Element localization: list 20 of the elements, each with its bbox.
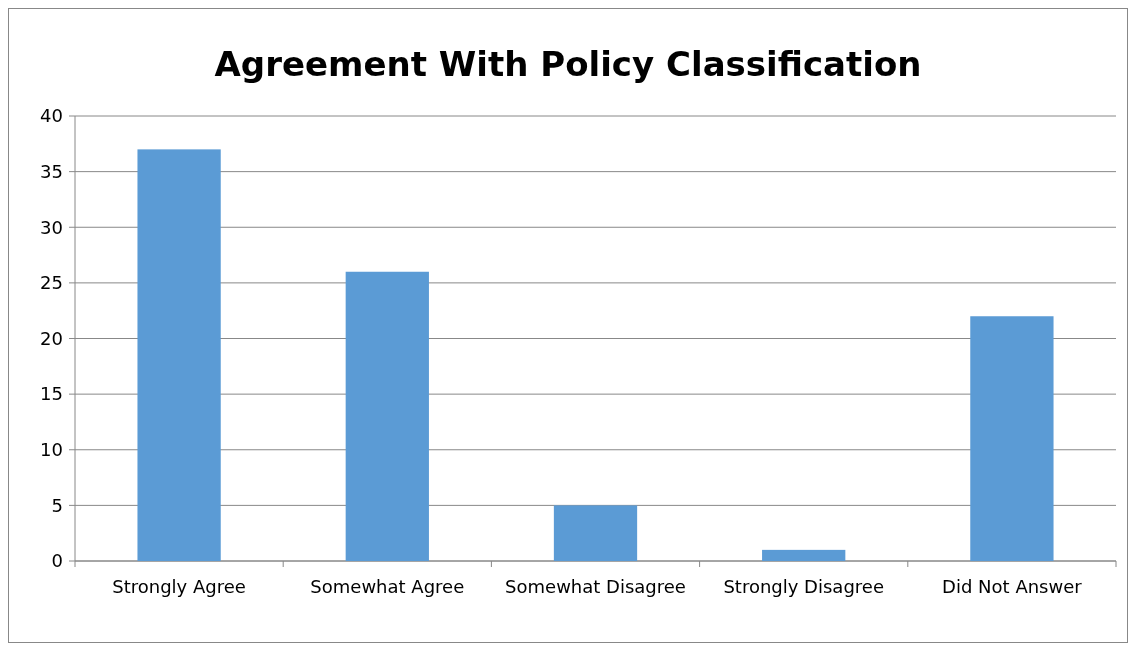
x-tick-label: Strongly Agree xyxy=(112,576,246,597)
bar xyxy=(137,149,221,561)
y-tick-label: 25 xyxy=(40,272,63,294)
x-tick-label: Somewhat Disagree xyxy=(505,576,686,597)
x-tick-label: Strongly Disagree xyxy=(723,576,884,597)
bar xyxy=(970,316,1054,561)
bar xyxy=(762,549,846,561)
x-tick-label: Did Not Answer xyxy=(942,576,1083,597)
y-tick-label: 35 xyxy=(40,160,63,182)
y-tick-label: 5 xyxy=(51,494,63,516)
bar xyxy=(345,271,429,561)
y-tick-label: 20 xyxy=(40,327,63,349)
y-tick-label: 0 xyxy=(51,550,63,572)
x-tick-label: Somewhat Agree xyxy=(310,576,465,597)
chart-title: Agreement With Policy Classification xyxy=(214,44,922,84)
bar xyxy=(553,505,638,561)
y-tick-label: 10 xyxy=(40,439,63,461)
y-tick-label: 30 xyxy=(40,216,63,238)
y-tick-label: 40 xyxy=(40,105,63,127)
y-tick-label: 15 xyxy=(40,383,63,405)
